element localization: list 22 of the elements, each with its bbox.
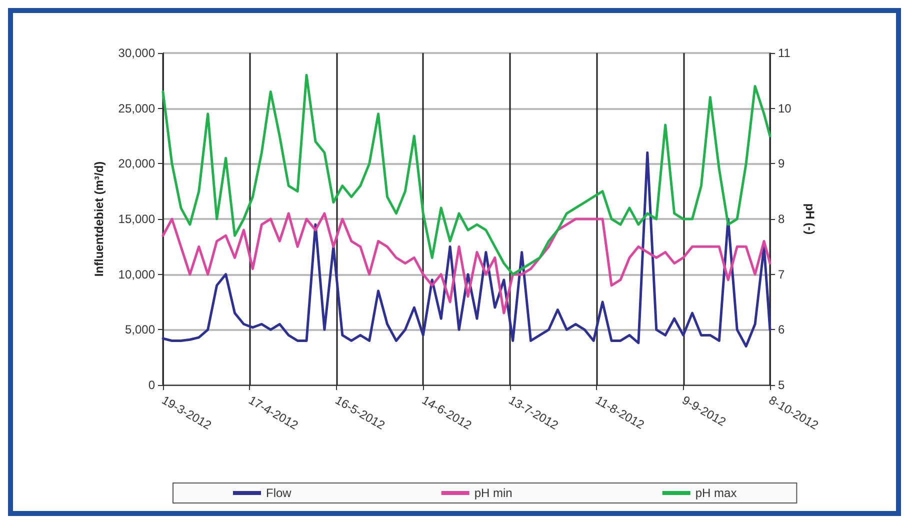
y2-tick-label: 5 — [778, 378, 785, 392]
y-tick-label: 25,000 — [118, 101, 156, 116]
y2-tick-label: 8 — [778, 212, 785, 226]
y-tick-label: 15,000 — [118, 212, 156, 226]
legend-label: Flow — [266, 486, 292, 500]
y-axis-title: Influentdebiet (m³/d) — [92, 161, 106, 277]
y2-axis-title: pH (-) — [803, 203, 817, 235]
y2-tick-label: 9 — [778, 156, 785, 171]
y-tick-label: 5,000 — [124, 322, 156, 337]
y2-tick-label: 7 — [778, 267, 785, 282]
line-series — [162, 74, 772, 276]
line-series — [162, 151, 772, 348]
y-tick-label: 0 — [148, 378, 156, 392]
y2-tick-label: 10 — [778, 101, 792, 116]
legend-label: pH min — [474, 486, 512, 500]
y2-tick-label: 11 — [778, 46, 791, 60]
legend-label: pH max — [695, 486, 737, 500]
line-series — [162, 212, 772, 314]
y-tick-label: 10,000 — [118, 267, 156, 282]
y2-tick-label: 6 — [778, 322, 785, 337]
y-tick-label: 20,000 — [118, 156, 156, 171]
y-tick-label: 30,000 — [118, 46, 156, 60]
